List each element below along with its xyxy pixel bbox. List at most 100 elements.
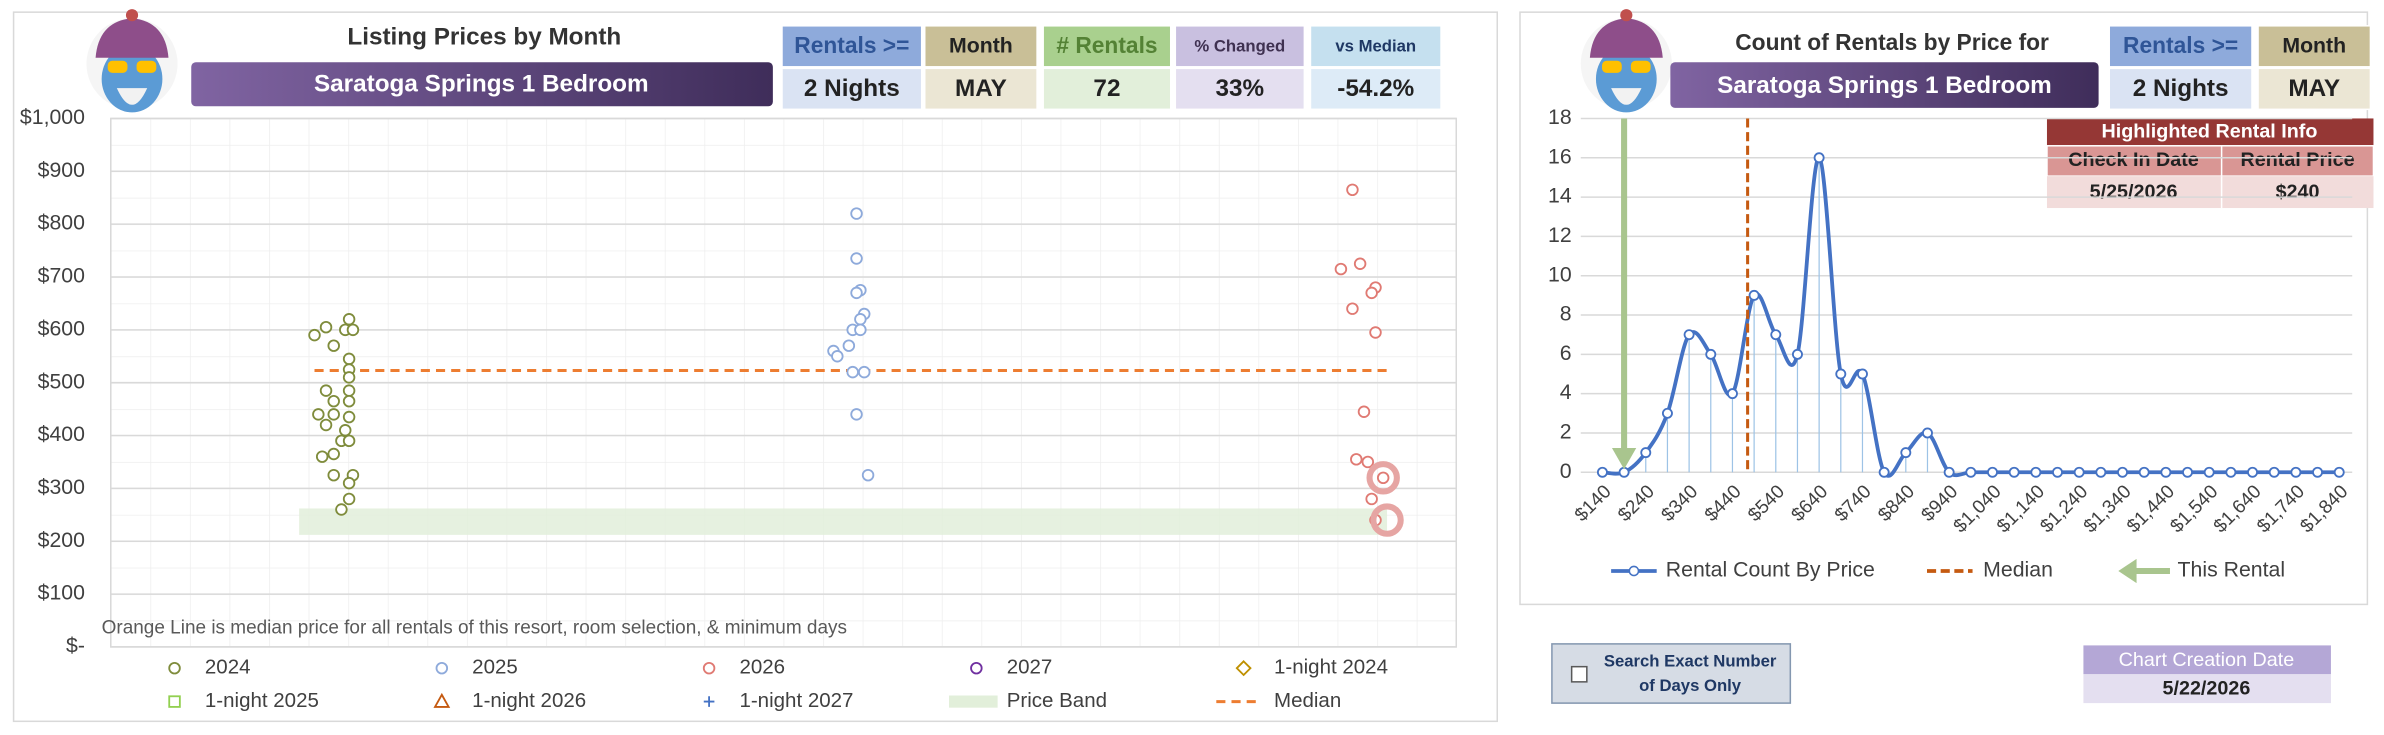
y-tick-label: 10 (1548, 262, 1572, 286)
left-subtitle: Saratoga Springs 1 Bedroom (314, 70, 649, 97)
marker (315, 450, 329, 463)
y-tick-label: $800 (38, 211, 85, 235)
rental-arrowhead (1611, 447, 1637, 470)
highlight-row (2046, 176, 2374, 209)
point (1640, 447, 1652, 459)
y-tick-label: 16 (1548, 144, 1572, 168)
info-label: # Rentals (1056, 32, 1157, 58)
point (2117, 466, 2128, 478)
right-panel (1519, 11, 2369, 606)
legend-label: 2026 (739, 656, 785, 679)
info-header (2108, 25, 2253, 68)
legend-swatch (949, 695, 998, 708)
highlight-header (2046, 118, 2374, 146)
highlight-ring (1370, 503, 1404, 537)
creation-date-label: Chart Creation Date (2119, 649, 2295, 671)
legend-label: 2027 (1007, 656, 1053, 679)
marker (850, 252, 863, 265)
legend-label: 2025 (472, 656, 518, 679)
checkbox-label: Search Exact Number (1604, 652, 1777, 671)
y-tick-label: 0 (1560, 459, 1572, 483)
highlight-cell: $240 (2276, 181, 2320, 203)
marker (342, 394, 356, 408)
legend-marker (435, 661, 449, 675)
point (2203, 466, 2215, 478)
marker (312, 408, 325, 421)
legend-marker (1235, 660, 1252, 677)
marker (1361, 455, 1375, 469)
legend-label: 1-night 2025 (205, 689, 319, 712)
marker (1376, 471, 1390, 485)
legend-label: 1-night 2027 (739, 689, 853, 712)
point (2095, 466, 2107, 478)
info-value: 72 (1093, 75, 1120, 102)
marker (342, 371, 356, 384)
info-value: 2 Nights (2133, 75, 2229, 102)
search-exact-checkbox[interactable]: Search Exact Number of Days Only (1551, 643, 1792, 704)
marker (342, 434, 356, 448)
legend-label: 2024 (205, 656, 251, 679)
info-label: Month (2282, 34, 2346, 58)
y-tick-label: $1,000 (20, 105, 85, 129)
info-header (1042, 25, 1172, 68)
legend-marker (168, 661, 181, 675)
point (1596, 466, 1608, 478)
point (1943, 466, 1955, 478)
legend-swatch (2118, 558, 2137, 584)
info-value: 33% (1216, 75, 1265, 102)
marker (854, 323, 867, 337)
info-label: Month (949, 34, 1013, 58)
marker (1353, 257, 1367, 271)
point (1726, 388, 1738, 400)
y-tick-label: 8 (1560, 302, 1572, 326)
y-tick-label: $100 (38, 581, 85, 605)
legend-label: Median (1983, 558, 2053, 582)
marker (342, 410, 356, 424)
creation-date-cell (2083, 674, 2331, 704)
point (1900, 447, 1912, 459)
info-label: Rentals >= (794, 32, 909, 58)
info-header (1174, 25, 1306, 68)
y-tick-label: 18 (1548, 105, 1572, 129)
marker (858, 365, 871, 379)
marker (346, 323, 360, 337)
marker (327, 339, 340, 352)
info-value: -54.2% (1337, 75, 1414, 102)
point (2290, 466, 2302, 478)
info-value: MAY (2288, 75, 2340, 102)
point (1813, 152, 1825, 164)
marker (342, 476, 356, 490)
marker (861, 468, 875, 482)
checkbox-panel[interactable] (1551, 643, 1792, 704)
highlight-title: Highlighted Rental Info (2101, 120, 2317, 142)
info-cell (1042, 67, 1172, 111)
y-tick-label: $900 (38, 158, 85, 182)
info-value: 2 Nights (804, 75, 900, 102)
y-tick-label: 2 (1560, 420, 1572, 444)
marker (1369, 326, 1382, 339)
right-subtitle: Saratoga Springs 1 Bedroom (1717, 72, 2052, 99)
marker (342, 313, 356, 326)
y-tick-label: 4 (1560, 380, 1572, 404)
point (1878, 466, 1890, 478)
point (1857, 368, 1868, 380)
point (1835, 368, 1847, 380)
marker (342, 352, 356, 366)
marker (1346, 302, 1359, 315)
point (2030, 466, 2042, 478)
point (1683, 329, 1695, 341)
legend-label: 1-night 2024 (1274, 656, 1388, 679)
marker (327, 447, 340, 461)
point (2073, 466, 2085, 478)
legend-label: Rental Count By Price (1666, 558, 1875, 582)
legend-marker (433, 692, 451, 708)
legend-marker (703, 696, 715, 707)
y-tick-label: $600 (38, 316, 85, 340)
point (2247, 466, 2258, 478)
point (1661, 407, 1673, 419)
checkbox[interactable] (1570, 665, 1588, 683)
marker (850, 207, 863, 220)
info-header (1309, 25, 1442, 68)
info-cell (2108, 67, 2253, 111)
legend-label: 1-night 2026 (472, 689, 586, 712)
